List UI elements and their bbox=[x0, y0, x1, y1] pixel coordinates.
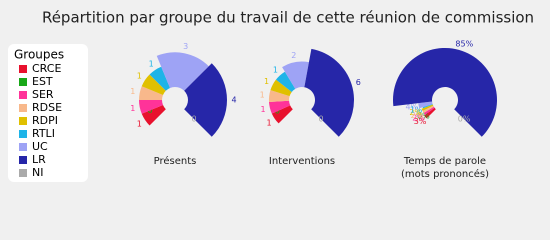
pie-segment bbox=[421, 104, 434, 111]
chart-label: Interventions bbox=[269, 156, 335, 167]
legend-swatch bbox=[19, 104, 27, 112]
pie-segment bbox=[424, 107, 436, 119]
value-label: 1 bbox=[149, 60, 154, 69]
legend-swatch bbox=[19, 65, 27, 73]
pie-segment bbox=[393, 48, 497, 137]
value-label: 2% bbox=[411, 111, 424, 120]
pie-segment bbox=[271, 105, 293, 124]
value-label: 2% bbox=[412, 113, 425, 122]
pie-segment bbox=[268, 100, 291, 114]
value-label: 0 bbox=[319, 115, 324, 124]
value-label: 1 bbox=[264, 77, 269, 86]
pie-segment bbox=[139, 100, 163, 114]
pie-segment bbox=[184, 63, 227, 137]
value-label: 2 bbox=[291, 51, 296, 60]
value-label: 2% bbox=[409, 108, 422, 117]
chart-label: Présents bbox=[154, 155, 197, 167]
pie-segment bbox=[304, 48, 354, 137]
legend-box bbox=[8, 44, 88, 182]
value-label: 1 bbox=[261, 105, 266, 114]
pie-segment bbox=[270, 79, 292, 97]
legend-title: Groupes bbox=[14, 48, 64, 62]
pie-segment bbox=[268, 90, 290, 102]
legend-swatch bbox=[19, 143, 27, 151]
legend-label: SER bbox=[32, 88, 54, 101]
pie-segment bbox=[422, 103, 433, 109]
chart-label: Temps de parole bbox=[403, 156, 486, 167]
pie-segment bbox=[423, 106, 435, 115]
legend-label: EST bbox=[32, 75, 53, 88]
value-label: 1 bbox=[266, 118, 271, 127]
pie-segment bbox=[156, 52, 209, 91]
legend-label: LR bbox=[32, 153, 46, 166]
value-label: 0% bbox=[417, 112, 430, 121]
legend-swatch bbox=[19, 156, 27, 164]
pie-segment bbox=[422, 105, 434, 113]
value-label: 1 bbox=[260, 91, 265, 100]
legend-swatch bbox=[19, 130, 27, 138]
value-label: 6 bbox=[356, 78, 361, 87]
pie-segment bbox=[282, 61, 309, 89]
legend-swatch bbox=[19, 78, 27, 86]
value-label: 4% bbox=[405, 103, 418, 112]
value-label: 1 bbox=[130, 87, 135, 96]
chart-label: (mots prononcés) bbox=[401, 168, 489, 180]
legend-swatch bbox=[19, 169, 27, 177]
pie-segment bbox=[141, 104, 166, 126]
pie-segment bbox=[418, 101, 433, 109]
legend-label: RDSE bbox=[32, 101, 62, 114]
value-label: 1 bbox=[137, 119, 142, 128]
value-label: 1 bbox=[130, 104, 135, 113]
legend-swatch bbox=[19, 117, 27, 125]
pie-segment bbox=[141, 74, 166, 96]
legend-swatch bbox=[19, 91, 27, 99]
value-label: 0% bbox=[458, 115, 471, 124]
legend-label: RTLI bbox=[32, 127, 55, 140]
value-label: 1 bbox=[273, 66, 278, 75]
value-label: 0 bbox=[192, 115, 197, 124]
value-label: 3 bbox=[183, 42, 188, 51]
pie-segment bbox=[275, 71, 296, 92]
value-label: 85% bbox=[455, 40, 473, 49]
chart-title: Répartition par groupe du travail de cet… bbox=[42, 9, 534, 27]
pie-segment bbox=[149, 66, 171, 91]
value-label: 3% bbox=[414, 117, 427, 126]
chart: Répartition par groupe du travail de cet… bbox=[8, 8, 535, 182]
value-label: 1 bbox=[137, 72, 142, 81]
pie-segment bbox=[139, 86, 163, 100]
legend-label: CRCE bbox=[32, 62, 61, 75]
legend-label: UC bbox=[32, 140, 48, 153]
legend-label: NI bbox=[32, 166, 43, 179]
value-label: 4 bbox=[231, 96, 236, 105]
value-label: 1% bbox=[410, 105, 423, 114]
legend-label: RDPI bbox=[32, 114, 58, 127]
